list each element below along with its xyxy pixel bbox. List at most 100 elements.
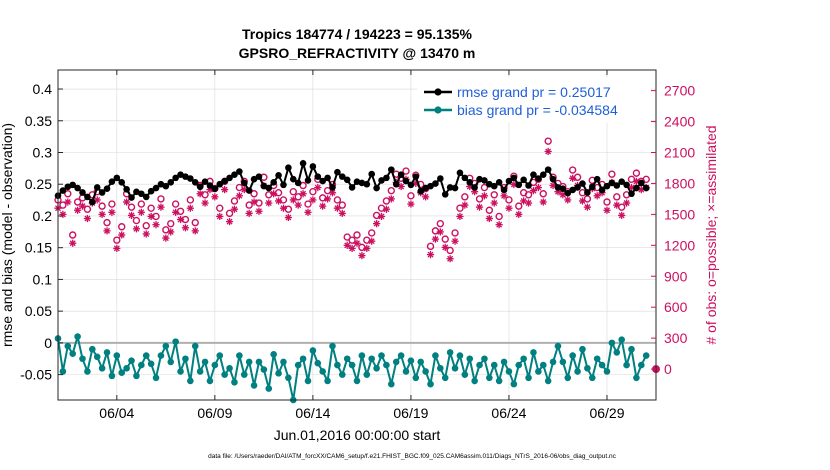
possible-obs-marker xyxy=(157,195,165,203)
possible-obs-marker xyxy=(495,212,503,221)
bias-point xyxy=(574,368,581,375)
rmse-point xyxy=(231,171,238,179)
bias-point xyxy=(417,358,425,366)
assimilated-obs-marker xyxy=(569,174,577,182)
bias-point xyxy=(167,358,175,366)
bias-point xyxy=(368,355,376,363)
assimilated-obs-marker xyxy=(69,239,77,247)
asterisk-stroke xyxy=(197,190,204,197)
bias-point xyxy=(530,349,537,356)
rmse-point xyxy=(510,174,518,182)
left-axis-label: rmse and bias (model - observation) xyxy=(0,123,15,347)
asterisk-stroke xyxy=(358,252,365,259)
assimilated-obs-marker xyxy=(181,224,190,232)
asterisk-stroke xyxy=(427,251,434,258)
asterisk-stroke xyxy=(535,184,542,191)
bias-point xyxy=(152,374,160,382)
asterisk-stroke xyxy=(388,195,395,202)
bias-point xyxy=(250,382,258,389)
assimilated-obs-marker xyxy=(59,210,67,218)
left-tick-label: 0.1 xyxy=(33,271,53,287)
asterisk-stroke xyxy=(378,213,385,220)
bias-point xyxy=(569,352,576,359)
rmse-point xyxy=(539,171,547,179)
bias-point xyxy=(446,349,454,356)
asterisk-stroke xyxy=(569,175,576,182)
legend-rmse-marker xyxy=(434,88,442,96)
assimilated-obs-marker xyxy=(544,147,552,156)
asterisk-stroke xyxy=(633,178,640,185)
assimilated-obs-marker xyxy=(373,220,381,228)
bias-point xyxy=(554,342,562,350)
rmse-point xyxy=(123,186,130,193)
rmse-point xyxy=(152,184,160,192)
x-tick-label: 06/24 xyxy=(491,405,526,421)
rmse-point xyxy=(373,184,380,192)
rmse-point xyxy=(221,177,228,185)
assimilated-obs-marker xyxy=(319,202,327,210)
bias-point xyxy=(157,352,165,359)
rmse-point xyxy=(265,184,273,192)
rmse-point xyxy=(294,179,302,187)
assimilated-obs-marker xyxy=(461,201,469,209)
bias-point xyxy=(535,368,542,375)
possible-obs-marker xyxy=(613,193,621,201)
asterisk-stroke xyxy=(594,192,601,199)
asterisk-stroke xyxy=(520,197,527,204)
asterisk-stroke xyxy=(79,203,86,210)
possible-obs-marker xyxy=(568,166,577,174)
asterisk-stroke xyxy=(354,240,360,247)
asterisk-stroke xyxy=(613,202,620,209)
assimilated-obs-marker xyxy=(216,212,224,221)
assimilated-obs-marker xyxy=(284,213,292,222)
assimilated-obs-marker xyxy=(201,199,209,207)
asterisk-stroke xyxy=(226,218,233,225)
asterisk-stroke xyxy=(496,221,503,228)
possible-obs-marker xyxy=(64,190,72,198)
assimilated-obs-marker xyxy=(245,209,253,217)
possible-obs-marker xyxy=(539,190,547,198)
bias-point xyxy=(343,355,351,363)
bias-point xyxy=(437,364,444,372)
rmse-point xyxy=(59,187,67,194)
assimilated-obs-marker xyxy=(451,237,459,245)
bias-point xyxy=(466,355,474,363)
bias-point xyxy=(593,355,601,363)
possible-obs-marker xyxy=(98,202,106,210)
possible-obs-marker xyxy=(603,198,611,206)
possible-obs-marker xyxy=(230,197,239,205)
possible-obs-marker xyxy=(485,206,494,214)
possible-obs-marker xyxy=(59,201,67,209)
assimilated-obs-marker xyxy=(578,197,587,205)
data-file-footer: data file: /Users/raeder/DAI/ATM_forcXX/… xyxy=(208,453,617,460)
rmse-point xyxy=(520,176,527,184)
bias-point xyxy=(294,361,302,369)
rmse-point xyxy=(466,179,474,186)
rmse-point xyxy=(314,173,322,180)
asterisk-stroke xyxy=(128,212,135,219)
asterisk-stroke xyxy=(476,204,483,211)
assimilated-obs-marker xyxy=(250,198,258,206)
assimilated-obs-marker xyxy=(147,212,155,221)
possible-obs-marker xyxy=(108,200,116,208)
asterisk-stroke xyxy=(398,183,405,190)
bias-point xyxy=(422,368,429,375)
rmse-point xyxy=(642,184,650,192)
rmse-point xyxy=(280,181,287,189)
possible-obs-marker xyxy=(461,193,469,201)
assimilated-obs-marker xyxy=(235,192,243,200)
assimilated-obs-marker xyxy=(255,207,263,215)
right-tick-label: 2700 xyxy=(664,83,695,99)
asterisk-stroke xyxy=(437,228,444,235)
right-tick-label: 1200 xyxy=(664,237,695,253)
assimilated-obs-marker xyxy=(103,227,111,235)
assimilated-obs-marker xyxy=(314,183,322,192)
rmse-point xyxy=(505,177,513,185)
assimilated-obs-marker xyxy=(593,192,601,200)
assimilated-obs-marker xyxy=(108,208,116,216)
x-tick-label: 06/09 xyxy=(197,405,232,421)
possible-obs-marker xyxy=(73,198,82,206)
rmse-point xyxy=(392,180,400,188)
rmse-point xyxy=(530,171,537,179)
